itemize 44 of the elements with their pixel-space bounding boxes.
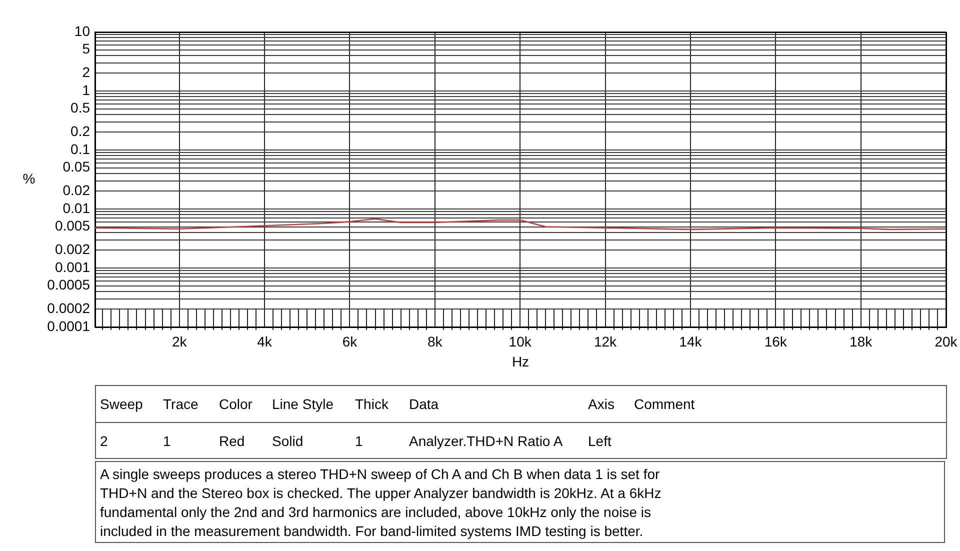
y-tick-label: 0.0005 <box>47 276 90 293</box>
text: 1 <box>162 432 172 450</box>
y-tick-label: 10 <box>74 22 90 39</box>
y-tick-label: 0.0002 <box>47 300 90 316</box>
x-tick-label: 18k <box>850 333 874 350</box>
x-tick-label: 12k <box>594 333 618 350</box>
text: Sweep <box>96 386 159 422</box>
x-tick-label: 8k <box>427 333 444 350</box>
text: Red <box>218 432 246 450</box>
text: 2 <box>99 432 109 450</box>
y-tick-label: 2 <box>82 64 90 80</box>
y-axis-title: % <box>22 170 36 186</box>
x-tick-label: 20k <box>934 333 958 350</box>
y-tick-label: 0.5 <box>70 100 90 116</box>
x-tick-label: 4k <box>257 333 273 350</box>
y-tick-label: 0.0001 <box>47 318 90 334</box>
text: A single sweeps produces a stereo THD+N sweep of Ch A and Ch B when data 1 is set for THD+N and the Stereo box is checked. The upper Analyzer bandwidth is 20kHz. At a 6kHz fundamental only the 2nd and 3rd harmonics are included, above 10kHz only the noise is included in the measurement bandwidth. For band-limited systems IMD testing is better. <box>99 465 662 541</box>
text: Thick <box>351 386 405 422</box>
y-tick-label: 0.005 <box>54 218 90 234</box>
text: Comment <box>630 386 946 422</box>
y-tick-label: 0.01 <box>62 200 90 216</box>
text: Trace <box>159 386 215 422</box>
y-tick-label: 5 <box>82 40 90 57</box>
text: Left <box>587 432 612 450</box>
y-tick-label: 0.2 <box>70 123 90 140</box>
x-tick-label: 2k <box>172 333 188 350</box>
x-tick-label: 14k <box>679 333 703 350</box>
y-tick-label: 0.05 <box>62 158 90 175</box>
text: Axis <box>584 386 630 422</box>
x-axis-title: Hz <box>512 353 530 370</box>
y-tick-label: 0.1 <box>70 140 90 157</box>
x-tick-label: 6k <box>342 333 358 350</box>
text: Line Style <box>268 386 351 422</box>
y-tick-label: 0.02 <box>62 182 90 198</box>
x-tick-label: 10k <box>508 333 532 350</box>
text: 1 <box>354 432 364 450</box>
text: Solid <box>271 432 304 450</box>
text: Data <box>405 386 584 422</box>
text: Analyzer.THD+N Ratio A <box>408 432 564 451</box>
y-tick-label: 0.002 <box>54 241 90 258</box>
text: Color <box>215 386 268 422</box>
y-tick-label: 0.001 <box>54 258 90 275</box>
y-tick-label: 1 <box>82 82 90 98</box>
x-tick-label: 16k <box>764 333 788 350</box>
